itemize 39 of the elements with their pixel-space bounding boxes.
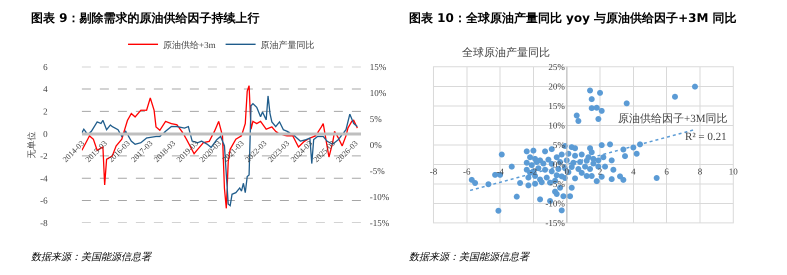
x-tick-label: 8 xyxy=(698,166,703,176)
y-tick-label: 6 xyxy=(43,62,48,72)
y2-tick-label: -15% xyxy=(370,218,390,228)
y-tick-label: 2 xyxy=(43,106,48,116)
x-tick-label: 4 xyxy=(631,166,636,176)
annotation: 原油供给因子+3M同比 xyxy=(618,112,728,125)
y2-tick-label: -10% xyxy=(370,192,390,202)
x-tick-label: -8 xyxy=(430,166,438,176)
y-tick-label: -4 xyxy=(40,173,48,184)
x-tick-label: 10 xyxy=(728,166,738,176)
x-tick-label: 6 xyxy=(664,166,670,176)
y-tick-label: 0% xyxy=(552,159,566,170)
y-axis-title: 全球原油产量同比 xyxy=(462,46,550,59)
y-tick-label: 15% xyxy=(548,100,566,111)
source-note: 数据来源：美国能源信息署 xyxy=(409,251,530,263)
y-tick-label: -6 xyxy=(40,196,48,206)
x-tick-label: 2 xyxy=(598,166,602,176)
legend-label: 原油供给+3m xyxy=(163,40,216,50)
chart-title: 图表 9：剔除需求的原油供给因子持续上行 xyxy=(31,11,260,25)
x-tick-label: -6 xyxy=(463,166,472,176)
y-tick-label: 0 xyxy=(43,128,48,139)
y-tick-label: 25% xyxy=(548,62,566,72)
y2-tick-label: -5% xyxy=(370,166,386,176)
source-note: 数据来源：美国能源信息署 xyxy=(31,251,152,263)
y-tick-label: -10% xyxy=(545,198,566,208)
y-tick-label: 10% xyxy=(548,120,566,130)
y-tick-label: -8 xyxy=(40,218,48,228)
y-axis-title: 无单位 xyxy=(26,131,36,158)
y-tick-label: -15% xyxy=(545,218,566,228)
y2-tick-label: 15% xyxy=(370,62,387,72)
chart-title: 图表 10：全球原油产量同比 yoy 与原油供给因子+3M 同比 xyxy=(409,11,737,25)
x-tick-label: -2 xyxy=(530,166,538,176)
y-tick-label: 4 xyxy=(43,84,48,94)
legend-label: 原油产量同比 xyxy=(260,40,315,50)
y2-tick-label: 0% xyxy=(370,140,382,150)
y2-tick-label: 10% xyxy=(370,88,387,98)
annotation: R² = 0.21 xyxy=(685,131,727,143)
y-tick-label: 20% xyxy=(548,81,566,92)
y2-tick-label: 5% xyxy=(370,114,382,124)
